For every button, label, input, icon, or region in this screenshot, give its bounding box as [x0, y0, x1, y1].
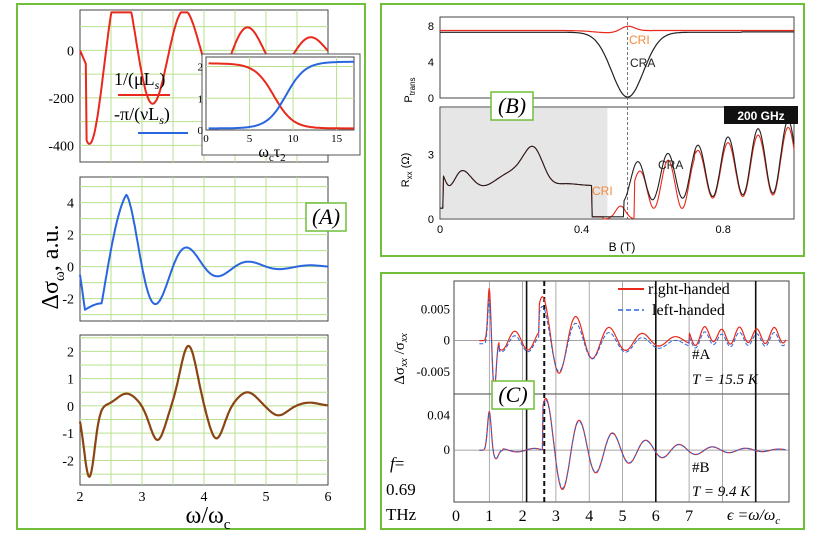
panel-a-tag: (A): [312, 204, 340, 229]
a-mid-ytick: -2: [62, 293, 74, 308]
freq-badge-bg: [724, 106, 798, 124]
panel-c-tag-box: [491, 380, 535, 410]
cra-label-top: CRA: [630, 56, 655, 70]
panel-a-xlabel: ω/ωc: [186, 503, 231, 533]
b-bottom-ytick: 0: [428, 214, 434, 226]
a-bottom-brown-curve: [78, 344, 329, 478]
a-mid-ytick: 0: [67, 261, 74, 276]
panel-b-tag-box: [490, 91, 534, 121]
a-top-ytick: 0: [67, 44, 74, 59]
panel-c-tag: (C): [498, 382, 527, 407]
cra-label-bottom: CRA: [658, 158, 683, 172]
b-top-frame: [439, 16, 795, 99]
inset-ytick: 2: [198, 62, 204, 74]
a-mid-ytick: 2: [67, 229, 74, 244]
panel-b: 8 4 0 3 0 0 0.4 0.8 Ptrans Rxx (Ω) B (T) (B) 20…: [380, 3, 805, 257]
b-shaded-region: [441, 108, 608, 218]
panel-c: 0.005 0 -0.005 0.04 0 0 1 2 3 4 5 6 7 Δσxx /σxx righ…: [380, 272, 805, 530]
b-top-cri-curve: [440, 25, 794, 34]
c-xtick: 6: [652, 508, 660, 525]
c-xtick: 2: [519, 508, 527, 525]
temp-a: T = 15.5 K: [692, 372, 759, 388]
c-top-ytick: -0.005: [416, 364, 450, 379]
c-top-left-curve: [479, 299, 787, 387]
b-top-ytick: 4: [428, 57, 434, 69]
a-bottom-ytick: -1: [62, 427, 74, 442]
panel-a-ylabel: Δσω, a.u.: [38, 225, 68, 310]
panel-c-svg: 0.005 0 -0.005 0.04 0 0 1 2 3 4 5 6 7 Δσxx /σxx righ…: [386, 280, 790, 527]
inset-xtick: 10: [288, 133, 300, 145]
c-xtick: 0: [452, 508, 460, 525]
inset-frame: [205, 56, 355, 131]
inset-red-curve: [208, 62, 354, 130]
c-top-ytick: 0: [444, 333, 451, 348]
inset-ytick: 1: [198, 93, 204, 105]
sample-b: #B: [692, 460, 710, 476]
a-top-ytick: -400: [48, 139, 74, 154]
a-mid-plot: [79, 176, 329, 322]
panel-c-xlabel: ϵ =ω/ωc: [727, 507, 780, 527]
c-bottom-ytick: 0.04: [427, 408, 450, 423]
a-bottom-ytick: -2: [62, 454, 74, 469]
c-xtick: 5: [619, 508, 627, 525]
a-bottom-ytick: 2: [67, 345, 74, 360]
temp-b: T = 9.4 K: [692, 484, 751, 500]
panel-b-bottom-ylabel: Rxx (Ω): [400, 153, 414, 188]
panel-b-top-ylabel: Ptrans: [403, 77, 417, 102]
a-bottom-ytick: 1: [67, 373, 74, 388]
inset-xtick: 0: [203, 133, 209, 145]
panel-a: 0 -200 -400 4 2 0 -2 2 1 0 -1 -2 2 3 4 5 6 Δσω, a.u. ω/ω…: [16, 3, 366, 533]
freq-line-3: THz: [386, 505, 417, 524]
legend-right-text: right-handed: [648, 281, 730, 298]
b-bottom-xtick: 0.4: [574, 224, 589, 236]
legend-blue-text: -π/(νLs): [114, 104, 170, 127]
c-xtick: 3: [552, 508, 560, 525]
panel-a-tag-box: [305, 202, 347, 232]
c-top-ytick: 0.005: [421, 301, 450, 316]
c-xtick: 4: [585, 508, 593, 525]
a-bottom-xtick: 4: [201, 490, 208, 505]
a-mid-blue-curve: [79, 193, 329, 311]
inset-xtick: 15: [331, 133, 343, 145]
freq-badge: 200 GHz: [737, 109, 784, 123]
c-bottom-left-curve: [479, 399, 786, 489]
legend-left-text: left-handed: [652, 302, 725, 319]
freq-line-2: 0.69: [386, 480, 416, 499]
b-bottom-ytick: 3: [428, 149, 434, 161]
c-bottom-frame: [453, 393, 790, 503]
legend-red-text: 1/(μLs): [114, 69, 165, 92]
b-top-ytick: 8: [428, 21, 434, 33]
c-top-right-curve: [479, 288, 787, 391]
panel-c-ylabel: Δσxx /σxx: [392, 333, 410, 385]
cri-label-top: CRI: [629, 33, 650, 47]
panel-b-tag: (B): [498, 93, 526, 118]
b-top-cra-curve: [440, 31, 794, 98]
c-bottom-ytick: 0: [444, 442, 451, 457]
c-xtick: 7: [685, 508, 693, 525]
freq-line-1: f=: [390, 454, 404, 473]
a-bottom-xtick: 6: [325, 490, 332, 505]
a-mid-ytick: 4: [67, 197, 74, 212]
a-bottom-xtick: 3: [139, 490, 146, 505]
c-xtick: 1: [485, 508, 493, 525]
a-bottom-ytick: 0: [67, 400, 74, 415]
cri-label-bottom: CRI: [592, 184, 613, 198]
inset-xlabel: ωcτ2: [258, 144, 285, 164]
inset-blue-curve: [208, 60, 354, 130]
sample-a: #A: [692, 347, 711, 363]
b-bottom-cra-curve: [440, 119, 795, 218]
b-bottom-xtick: 0.8: [716, 224, 731, 236]
a-bottom-plot: [79, 334, 329, 486]
inset-xtick: 5: [247, 133, 253, 145]
b-top-ytick: 0: [428, 93, 434, 105]
panel-b-xlabel: B (T): [609, 240, 636, 254]
inset-ytick: 0: [198, 125, 204, 137]
a-bottom-xtick: 2: [77, 490, 84, 505]
a-top-ytick: -200: [48, 92, 74, 107]
b-bottom-xtick: 0: [437, 224, 443, 236]
a-bottom-xtick: 5: [263, 490, 270, 505]
